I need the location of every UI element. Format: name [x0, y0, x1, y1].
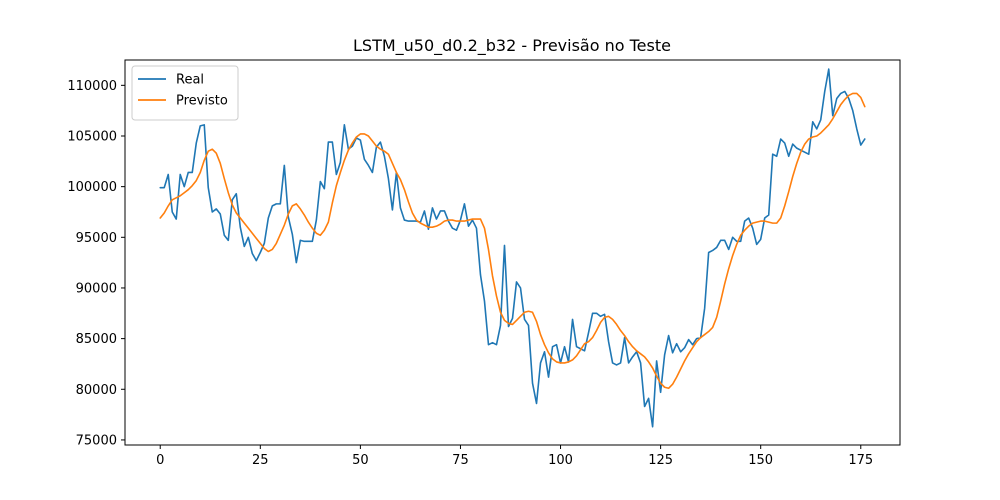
chart-title: LSTM_u50_d0.2_b32 - Previsão no Teste — [353, 36, 671, 56]
x-tick-label: 150 — [748, 453, 773, 468]
y-tick-label: 110000 — [67, 79, 117, 94]
y-axis: 75000 80000 85000 90000 95000 100000 105000 110… — [67, 79, 125, 448]
series-line-previsto — [159, 92, 866, 390]
x-tick-label: 125 — [648, 453, 673, 468]
x-tick-label: 100 — [548, 453, 573, 468]
y-tick-label: 100000 — [67, 180, 117, 195]
y-tick-label: 90000 — [76, 281, 117, 296]
y-tick-label: 95000 — [76, 231, 117, 246]
legend-label-previsto: Previsto — [176, 94, 228, 109]
y-tick-label: 85000 — [76, 332, 117, 347]
x-tick-label: 75 — [452, 453, 469, 468]
x-tick-label: 175 — [848, 453, 873, 468]
plot-area — [125, 60, 900, 445]
legend: Real Previsto — [131, 65, 239, 121]
series-layer — [159, 68, 866, 428]
y-tick-label: 105000 — [67, 129, 117, 144]
legend-label-real: Real — [176, 73, 204, 88]
x-tick-label: 50 — [352, 453, 369, 468]
plot-frame — [124, 59, 901, 446]
y-tick-label: 75000 — [76, 433, 117, 448]
x-tick-label: 0 — [156, 453, 164, 468]
y-tick-label: 80000 — [76, 383, 117, 398]
x-axis: 0 25 50 75 100 125 150 175 — [156, 445, 873, 468]
series-line-real — [159, 68, 866, 428]
x-tick-label: 25 — [252, 453, 269, 468]
